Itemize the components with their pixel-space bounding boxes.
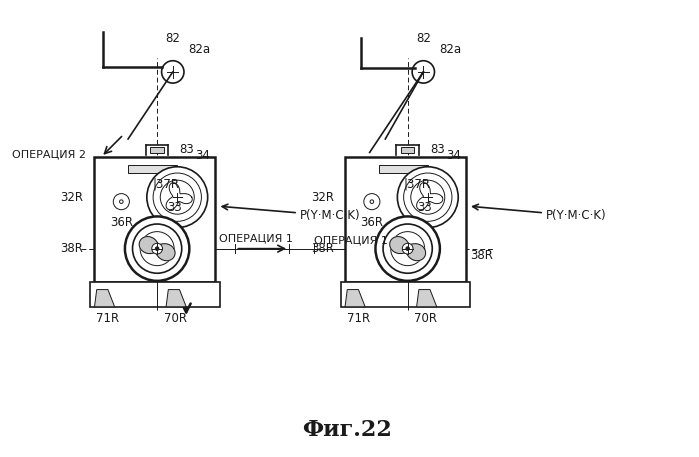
Polygon shape: [166, 183, 192, 210]
Circle shape: [125, 217, 189, 281]
Text: 38R: 38R: [470, 249, 493, 262]
Text: 71R: 71R: [347, 312, 370, 325]
Bar: [150, 147, 164, 153]
Text: 34: 34: [195, 149, 210, 162]
Text: |37R: |37R: [403, 177, 430, 191]
Bar: [90, 282, 219, 307]
Circle shape: [153, 173, 201, 221]
Text: 83: 83: [430, 143, 445, 156]
Text: 36R: 36R: [110, 217, 133, 229]
Text: 36R: 36R: [361, 217, 383, 229]
Text: 82: 82: [416, 32, 431, 45]
Text: 82: 82: [166, 32, 180, 45]
Circle shape: [120, 200, 123, 203]
Circle shape: [397, 167, 459, 228]
Circle shape: [161, 61, 184, 83]
Text: 38R: 38R: [60, 242, 83, 255]
Polygon shape: [139, 237, 175, 260]
Text: 33: 33: [167, 201, 182, 214]
Circle shape: [133, 224, 182, 273]
Text: 82a: 82a: [439, 43, 461, 56]
Text: 70R: 70R: [164, 312, 187, 325]
Text: ОПЕРАЦИЯ 1: ОПЕРАЦИЯ 1: [314, 235, 387, 245]
Text: ОПЕРАЦИЯ 2: ОПЕРАЦИЯ 2: [12, 150, 86, 159]
Circle shape: [403, 243, 413, 254]
Circle shape: [113, 194, 129, 210]
Text: P(Y·M·C·K): P(Y·M·C·K): [547, 208, 607, 222]
Circle shape: [412, 61, 435, 83]
Circle shape: [140, 232, 174, 266]
Text: ОПЕРАЦИЯ 1: ОПЕРАЦИЯ 1: [219, 233, 292, 243]
Text: 70R: 70R: [414, 312, 437, 325]
Bar: [401, 147, 415, 153]
Text: 32R: 32R: [311, 191, 334, 204]
Circle shape: [403, 173, 452, 221]
Circle shape: [391, 232, 425, 266]
Polygon shape: [94, 290, 115, 307]
Text: 83: 83: [180, 143, 194, 156]
Text: 34: 34: [446, 149, 461, 162]
Circle shape: [370, 200, 374, 203]
Polygon shape: [390, 237, 426, 260]
Circle shape: [363, 194, 380, 210]
Bar: [345, 157, 466, 282]
Text: 33: 33: [417, 201, 432, 214]
Circle shape: [411, 180, 445, 214]
Circle shape: [152, 243, 162, 254]
Polygon shape: [417, 183, 443, 210]
Text: 71R: 71R: [96, 312, 120, 325]
Circle shape: [147, 167, 208, 228]
Text: Фиг.22: Фиг.22: [303, 419, 392, 441]
Polygon shape: [417, 290, 437, 307]
Circle shape: [155, 247, 159, 250]
Text: 38R: 38R: [311, 242, 334, 255]
Bar: [379, 165, 428, 173]
Bar: [340, 282, 470, 307]
Text: |37R: |37R: [152, 177, 180, 191]
Bar: [128, 165, 178, 173]
Bar: [94, 157, 215, 282]
Text: P(Y·M·C·K): P(Y·M·C·K): [301, 208, 361, 222]
Polygon shape: [345, 290, 365, 307]
Polygon shape: [166, 290, 186, 307]
Text: 32R: 32R: [60, 191, 83, 204]
Text: 82a: 82a: [189, 43, 210, 56]
Circle shape: [383, 224, 432, 273]
Circle shape: [160, 180, 194, 214]
Circle shape: [406, 247, 410, 250]
Circle shape: [375, 217, 440, 281]
